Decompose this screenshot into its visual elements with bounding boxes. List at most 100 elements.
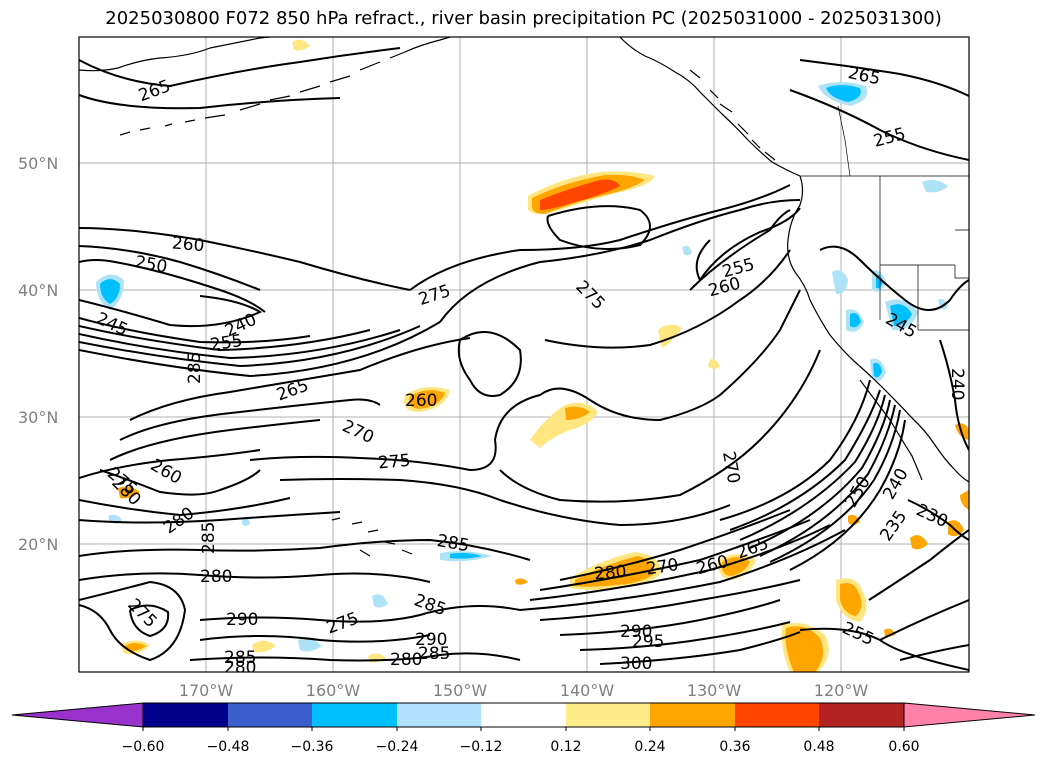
contour-line bbox=[769, 409, 901, 563]
contour-line bbox=[789, 419, 906, 571]
west-coast bbox=[787, 175, 969, 483]
contour-label: 285 bbox=[418, 644, 450, 664]
contour-line bbox=[439, 199, 801, 323]
longitude-labels: 170°W 160°W 150°W 140°W 130°W 120°W bbox=[179, 681, 869, 700]
precip-positive-area bbox=[960, 490, 969, 510]
contour-line bbox=[109, 419, 321, 461]
precip-shading bbox=[96, 39, 969, 672]
precip-positive-area bbox=[515, 578, 528, 585]
contour-line bbox=[79, 47, 401, 88]
precip-positive-area bbox=[658, 324, 682, 348]
contour-label: 290 bbox=[620, 622, 652, 642]
contour-line bbox=[939, 339, 969, 451]
contour-line bbox=[99, 469, 261, 496]
lon-label-140w: 140°W bbox=[560, 681, 615, 700]
contour-line bbox=[79, 497, 291, 517]
contour-line bbox=[119, 398, 381, 441]
contour-label: 280 bbox=[593, 562, 627, 585]
colorbar-frame bbox=[142, 702, 905, 728]
contour-line bbox=[719, 379, 871, 521]
contour-line bbox=[799, 59, 969, 97]
contour-label: 275 bbox=[377, 451, 411, 474]
contour-label: 270 bbox=[645, 555, 680, 579]
contour-label: 255 bbox=[209, 331, 244, 355]
precip-negative-area bbox=[100, 279, 120, 304]
contour-line bbox=[79, 259, 266, 313]
latitude-labels: 50°N 40°N 30°N 20°N bbox=[18, 154, 58, 554]
contour-label: 260 bbox=[405, 391, 437, 411]
contour-line bbox=[539, 519, 811, 591]
precip-positive-area bbox=[252, 640, 276, 653]
contour-line bbox=[689, 209, 791, 291]
plot-title: 2025030800 F072 850 hPa refract., river … bbox=[105, 8, 942, 29]
contour-line bbox=[79, 329, 401, 360]
contour-line bbox=[879, 599, 969, 641]
alaska-peninsula bbox=[404, 37, 451, 53]
contour-label: 285 bbox=[224, 648, 256, 668]
precip-positive-area bbox=[785, 626, 824, 672]
state-borders bbox=[879, 176, 969, 331]
precip-positive-area bbox=[708, 358, 720, 369]
colorbar-tick-label: 0.60 bbox=[888, 739, 919, 755]
contour-line bbox=[79, 325, 421, 368]
contour-line bbox=[279, 478, 731, 527]
precip-negative-area bbox=[832, 270, 848, 295]
contour-label: 290 bbox=[415, 630, 447, 650]
precip-negative-area bbox=[826, 85, 861, 102]
precip-positive-area bbox=[948, 520, 964, 537]
contour-label: 280 bbox=[200, 567, 232, 587]
contour-line bbox=[79, 317, 311, 344]
precip-positive-area bbox=[118, 486, 140, 499]
colorbar-tick-label: −0.12 bbox=[460, 739, 503, 755]
colorbar: −0.60 −0.48 −0.36 −0.24 −0.12 0.12 0.24 … bbox=[11, 702, 1036, 755]
contour-label: 290 bbox=[226, 610, 258, 630]
contour-line bbox=[129, 337, 471, 421]
precip-positive-area bbox=[910, 535, 928, 550]
contour-line bbox=[899, 644, 969, 661]
lon-label-130w: 130°W bbox=[687, 681, 742, 700]
contour-label: 240 bbox=[947, 368, 967, 400]
precip-positive-area bbox=[721, 557, 750, 576]
precip-negative-area bbox=[298, 638, 322, 652]
contour-line bbox=[729, 389, 881, 531]
alaska-panhandle-islands bbox=[689, 69, 776, 161]
precip-negative-area bbox=[876, 274, 883, 289]
contour-label: 300 bbox=[620, 654, 652, 674]
contour-line bbox=[539, 579, 801, 621]
map-frame bbox=[78, 36, 970, 673]
aleutian-islands bbox=[119, 51, 406, 136]
colorbar-segment bbox=[397, 703, 481, 727]
contour-line bbox=[79, 580, 187, 662]
contour-line bbox=[129, 604, 170, 638]
contour-line bbox=[759, 404, 896, 557]
contour-label: 295 bbox=[632, 632, 664, 652]
lat-label-50n: 50°N bbox=[18, 154, 58, 173]
contour-line bbox=[79, 572, 431, 583]
contour-line bbox=[868, 529, 969, 601]
map-panel: 265 265 255 260 250 245 240 255 275 275 … bbox=[79, 37, 969, 674]
contour-line bbox=[819, 245, 969, 311]
contour-line bbox=[79, 321, 441, 378]
precip-negative-area bbox=[850, 313, 861, 328]
colorbar-tick-label: −0.36 bbox=[291, 739, 334, 755]
colorbar-tick-label: −0.48 bbox=[207, 739, 250, 755]
colorbar-segment bbox=[819, 703, 904, 727]
colorbar-tick-label: −0.24 bbox=[376, 739, 419, 755]
lon-label-160w: 160°W bbox=[306, 681, 361, 700]
contour-label: 285 bbox=[199, 522, 219, 554]
contour-line bbox=[79, 245, 261, 291]
alaska-canada-border bbox=[837, 105, 851, 177]
contour-line bbox=[559, 599, 781, 636]
contour-line bbox=[79, 538, 531, 561]
contour-line bbox=[79, 94, 341, 110]
contour-line bbox=[907, 499, 969, 541]
contour-line bbox=[79, 227, 411, 291]
colorbar-tick-label: 0.12 bbox=[550, 739, 581, 755]
precip-negative-area bbox=[372, 594, 388, 608]
contour-line bbox=[544, 249, 791, 349]
precip-positive-area bbox=[540, 179, 620, 210]
contour-line bbox=[249, 289, 801, 472]
contour-line bbox=[409, 184, 791, 291]
precip-positive-area bbox=[565, 406, 590, 420]
